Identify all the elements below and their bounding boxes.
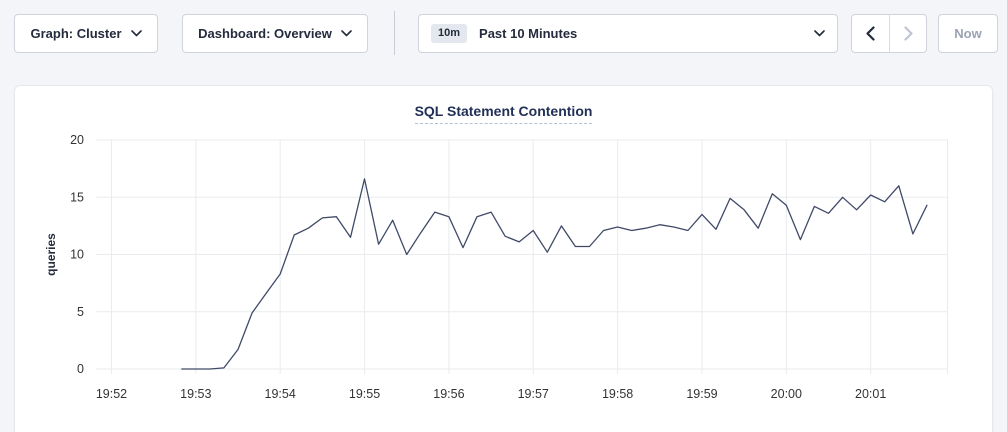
series-line: [181, 178, 928, 370]
x-tick-label: 20:01: [855, 387, 886, 401]
x-tick-label: 19:57: [518, 387, 549, 401]
chevron-left-icon: [866, 26, 875, 41]
graph-dropdown[interactable]: Graph: Cluster: [14, 14, 158, 53]
y-axis-label: queries: [44, 233, 58, 276]
prev-time-button[interactable]: [852, 15, 889, 52]
sql-contention-chart[interactable]: 0 5 10 15 20 19:52 19:53 19:54 19:55 19:56 19:57 19…: [41, 131, 948, 406]
next-time-button[interactable]: [889, 15, 926, 52]
time-range-badge: 10m: [431, 24, 468, 43]
chevron-down-icon: [341, 30, 352, 37]
y-tick-label: 20: [70, 133, 84, 147]
chevron-down-icon: [814, 30, 825, 37]
x-tick-label: 19:52: [96, 387, 127, 401]
y-tick-label: 0: [77, 362, 84, 376]
y-tick-label: 15: [70, 190, 84, 204]
chart-title-row: SQL Statement Contention: [15, 103, 992, 124]
x-tick-label: 19:53: [180, 387, 211, 401]
chevron-down-icon: [130, 30, 142, 37]
now-button[interactable]: Now: [938, 14, 998, 53]
graph-dropdown-label: Graph: Cluster: [30, 26, 122, 41]
toolbar-divider: [394, 11, 395, 55]
chart-panel: SQL Statement Contention 0 5 10 15 20 19:52 19…: [14, 85, 993, 432]
now-button-label: Now: [954, 26, 982, 41]
dashboard-dropdown-label: Dashboard: Overview: [198, 26, 332, 41]
chevron-right-icon: [903, 26, 913, 41]
time-range-label: Past 10 Minutes: [479, 26, 578, 41]
x-tick-label: 19:54: [265, 387, 296, 401]
chart-title[interactable]: SQL Statement Contention: [414, 103, 593, 124]
dashboard-dropdown[interactable]: Dashboard: Overview: [182, 14, 368, 53]
y-tick-label: 10: [70, 248, 84, 262]
toolbar: Graph: Cluster Dashboard: Overview 10m P…: [0, 0, 1007, 70]
x-tick-label: 19:56: [433, 387, 464, 401]
x-tick-label: 20:00: [771, 387, 802, 401]
x-tick-label: 19:58: [602, 387, 633, 401]
time-step-button-group: [851, 14, 927, 53]
x-tick-label: 19:59: [686, 387, 717, 401]
y-tick-label: 5: [77, 305, 84, 319]
x-tick-label: 19:55: [349, 387, 380, 401]
time-range-dropdown[interactable]: 10m Past 10 Minutes: [418, 14, 838, 53]
